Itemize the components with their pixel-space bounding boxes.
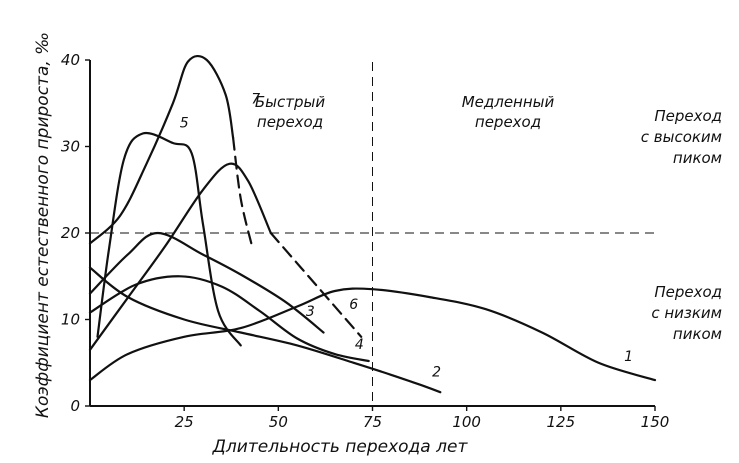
series-line-3 <box>88 231 325 334</box>
region-label-high-peak-line-3: пиком <box>673 149 722 167</box>
series-label-2: 2 <box>432 365 441 381</box>
region-label-low-peak-line-3: пиком <box>673 325 722 343</box>
y-tick-label: 10 <box>61 311 80 329</box>
region-label-slow-line-1: Медленный <box>462 93 555 111</box>
series-label-1: 1 <box>624 349 633 365</box>
x-tick-label: 150 <box>641 413 670 431</box>
region-label-slow-line-2: переход <box>475 113 541 131</box>
series-lines <box>88 54 657 394</box>
series-line-2 <box>88 266 442 394</box>
series-line-6 <box>88 162 272 351</box>
x-tick-label: 100 <box>452 413 481 431</box>
x-axis-title: Длительность перехода лет <box>212 437 469 457</box>
y-tick-label: 0 <box>70 397 80 415</box>
series-label-6: 6 <box>349 297 358 313</box>
series-label-4: 4 <box>355 337 364 353</box>
x-tick-label: 125 <box>547 413 576 431</box>
region-label-fast-line-1: Быстрый <box>255 93 325 111</box>
region-label-fast-line-2: переход <box>257 113 323 131</box>
y-axis-title: Коэффициент естественного прироста, ‰ <box>33 32 53 418</box>
series-line-7 <box>88 54 235 245</box>
series-line-1 <box>88 287 657 382</box>
reference-lines <box>90 62 655 406</box>
series-labels: 1 2 3 4 5 6 7 <box>180 91 633 380</box>
region-label-high-peak-line-1: Переход <box>654 107 722 125</box>
region-label-slow: Медленный переход <box>462 93 555 131</box>
x-tick-label: 75 <box>363 413 382 431</box>
region-label-low-peak-line-1: Переход <box>654 283 722 301</box>
region-label-low-peak-line-2: с низким <box>651 304 722 322</box>
y-tick-label: 30 <box>61 138 80 156</box>
series-label-7: 7 <box>251 91 260 107</box>
series-line-6-dashed <box>269 231 363 338</box>
y-tick-label: 40 <box>61 51 80 69</box>
series-label-5: 5 <box>180 115 189 131</box>
region-label-fast: Быстрый переход <box>255 93 325 131</box>
series-line-7-dashed <box>232 136 254 248</box>
x-tick-label: 25 <box>175 413 194 431</box>
region-label-high-peak: Переход с высоким пиком <box>641 107 722 167</box>
region-label-low-peak: Переход с низким пиком <box>651 283 722 343</box>
y-tick-label: 20 <box>61 224 80 242</box>
series-line-5 <box>96 131 242 347</box>
region-label-high-peak-line-2: с высоким <box>641 128 722 146</box>
x-tick-label: 50 <box>269 413 288 431</box>
series-line-4 <box>88 275 370 363</box>
series-label-3: 3 <box>306 304 315 320</box>
